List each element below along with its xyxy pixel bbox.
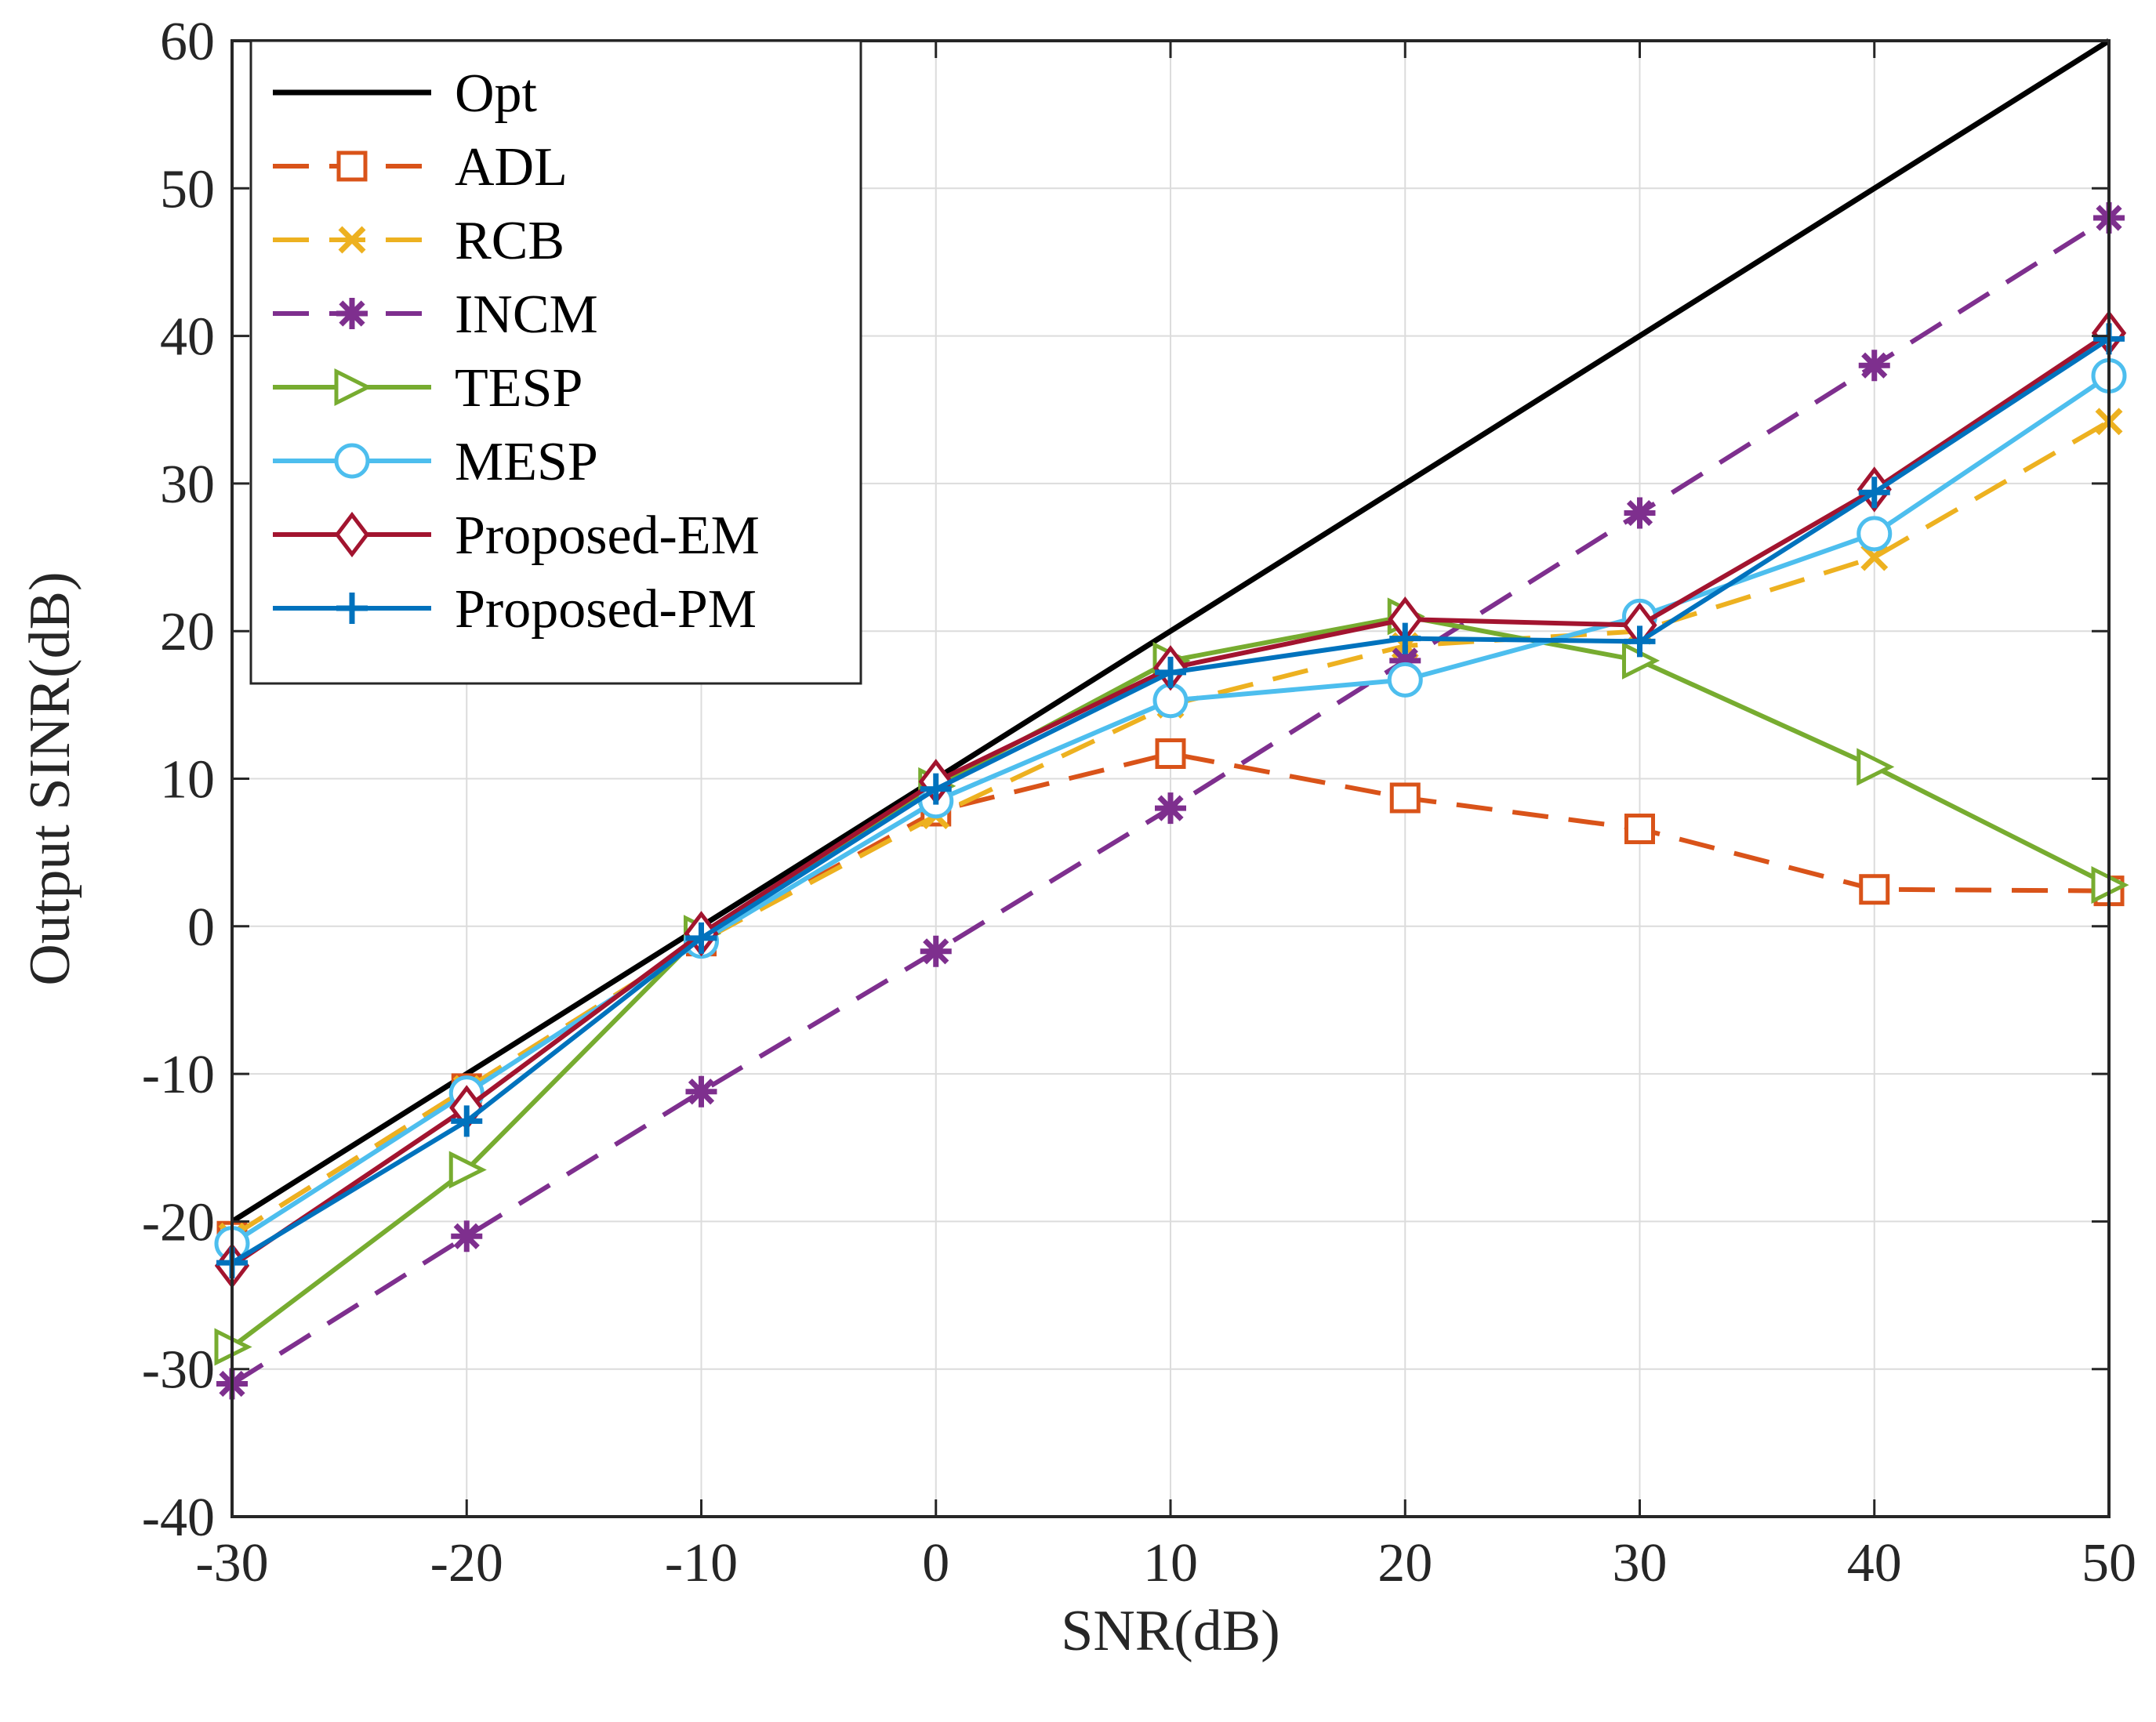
y-tick-label: 20 (160, 602, 215, 662)
y-axis-label: Output SINR(dB) (18, 571, 82, 985)
marker-plus (451, 1105, 483, 1137)
marker-asterisk (1624, 497, 1656, 529)
marker-asterisk (920, 935, 952, 967)
marker-circle (1387, 662, 1423, 698)
marker-plus (1389, 622, 1421, 654)
marker-asterisk (451, 1220, 483, 1253)
marker-triangle (448, 1151, 487, 1189)
legend-entry-mesp: MESP (273, 432, 598, 492)
x-tick-label: 10 (1143, 1533, 1198, 1593)
legend-entry-incm: INCM (273, 285, 598, 345)
x-tick-label: 50 (2082, 1533, 2136, 1593)
marker-plus (1624, 625, 1656, 658)
y-tick-label: -20 (142, 1192, 215, 1253)
marker-circle (334, 443, 370, 479)
legend-label: Proposed-EM (455, 506, 760, 566)
legend: Opt ADL RCB INCM TESP MESP Proposed-EM Proposed… (249, 39, 862, 685)
legend-entry-proposed-em: Proposed-EM (273, 506, 760, 566)
marker-plus (920, 773, 952, 805)
y-tick-label: 50 (160, 159, 215, 219)
marker-plus (1858, 477, 1890, 509)
x-axis-label: SNR(dB) (1061, 1599, 1280, 1663)
y-tick-label: 60 (160, 12, 215, 72)
x-tick-label: -10 (665, 1533, 738, 1593)
marker-x (338, 226, 366, 254)
x-tick-label: 0 (922, 1533, 949, 1593)
legend-entry-rcb: RCB (273, 211, 564, 271)
x-tick-label: 40 (1847, 1533, 1902, 1593)
marker-diamond (334, 511, 370, 558)
legend-entry-proposed-pm: Proposed-PM (273, 579, 757, 640)
marker-triangle (1857, 748, 1895, 786)
legend-label: INCM (455, 285, 598, 345)
marker-square (1155, 738, 1186, 769)
legend-box (249, 39, 862, 685)
marker-plus (336, 593, 368, 624)
legend-label: Proposed-PM (455, 579, 757, 640)
marker-asterisk (336, 298, 368, 329)
x-tick-label: -30 (195, 1533, 268, 1593)
legend-label: ADL (455, 137, 568, 198)
marker-circle (1857, 516, 1893, 552)
axis-ticks: -30 -20 -10 0 10 20 30 40 50-40-30-20-1001020304… (142, 12, 2136, 1593)
marker-asterisk (1389, 644, 1421, 676)
y-tick-label: 40 (160, 307, 215, 368)
marker-square (336, 150, 368, 182)
y-tick-label: 0 (187, 897, 215, 958)
y-tick-label: 10 (160, 750, 215, 810)
marker-triangle (334, 368, 372, 407)
marker-asterisk (1155, 792, 1186, 825)
marker-asterisk (685, 1075, 717, 1108)
marker-square (1389, 782, 1421, 814)
series-line (230, 38, 2111, 1224)
legend-label: Opt (455, 63, 538, 124)
series-lines (214, 38, 2129, 1400)
y-tick-label: 30 (160, 455, 215, 515)
series-opt (230, 38, 2111, 1224)
legend-label: RCB (455, 211, 564, 271)
y-tick-label: -40 (142, 1488, 215, 1548)
legend-entry-adl: ADL (273, 137, 568, 198)
x-tick-label: 30 (1613, 1533, 1668, 1593)
marker-plus (1155, 656, 1186, 688)
legend-entry-opt: Opt (273, 63, 538, 124)
y-tick-label: -30 (142, 1340, 215, 1401)
legend-label: TESP (455, 358, 583, 419)
marker-square (1859, 874, 1890, 905)
x-tick-label: 20 (1377, 1533, 1432, 1593)
legend-entry-tesp: TESP (273, 358, 583, 419)
legend-label: MESP (455, 432, 598, 492)
y-tick-label: -10 (142, 1045, 215, 1105)
marker-asterisk (1858, 350, 1890, 382)
marker-plus (685, 922, 717, 954)
x-tick-label: -20 (430, 1533, 503, 1593)
marker-square (1624, 814, 1655, 845)
